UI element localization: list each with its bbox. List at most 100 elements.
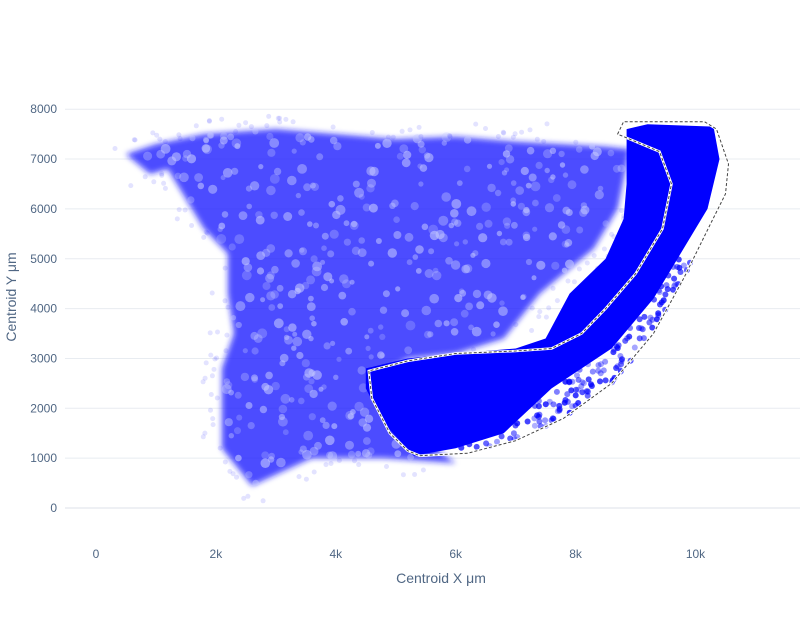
scatter-point	[393, 216, 400, 223]
selected-point	[531, 415, 538, 422]
scatter-point	[362, 203, 371, 212]
scatter-point	[527, 127, 533, 133]
scatter-point	[227, 133, 235, 141]
selected-point	[600, 367, 607, 374]
scatter-point	[304, 133, 312, 141]
scatter-point	[234, 427, 241, 435]
scatter-point	[343, 220, 350, 227]
y-axis-ticks: 0 1000 2000 3000 4000 5000 6000 7000 8000	[30, 102, 57, 515]
scatter-point	[438, 215, 449, 226]
scatter-point	[369, 166, 379, 177]
scatter-point	[112, 146, 118, 151]
scatter-point	[321, 232, 329, 240]
selected-point	[671, 275, 678, 282]
selected-point	[585, 361, 591, 368]
scatter-point	[266, 291, 276, 301]
scatter-point	[215, 329, 220, 335]
scatter-point	[396, 152, 404, 160]
scatter-point	[251, 374, 258, 382]
scatter-point	[421, 223, 429, 231]
scatter-point	[575, 146, 583, 153]
scatter-point	[597, 185, 604, 192]
scatter-point	[612, 164, 621, 173]
scatter-point	[407, 453, 414, 461]
scatter-point	[287, 290, 297, 299]
selected-point	[574, 386, 581, 393]
selected-point	[618, 361, 624, 368]
scatter-point	[441, 132, 452, 143]
scatter-point	[520, 294, 526, 300]
scatter-point	[445, 257, 453, 265]
scatter-point	[206, 132, 214, 139]
scatter-point	[365, 345, 371, 351]
selected-point	[636, 316, 643, 323]
scatter-point	[243, 263, 253, 272]
selected-point	[613, 365, 620, 371]
scatter-point	[447, 133, 453, 139]
scatter-point	[287, 175, 297, 186]
scatter-point	[342, 279, 351, 289]
scatter-point	[441, 192, 452, 202]
scatter-point	[206, 118, 212, 124]
scatter-point	[501, 130, 507, 136]
selected-point	[562, 378, 569, 385]
scatter-point	[349, 279, 355, 285]
scatter-point	[319, 417, 326, 424]
scatter-point	[262, 282, 271, 290]
scatter-point	[361, 449, 371, 458]
scatter-point	[561, 240, 569, 248]
scatter-point	[500, 129, 506, 135]
selected-point	[627, 325, 634, 331]
scatter-point	[255, 215, 265, 225]
plot-area[interactable]	[112, 113, 730, 504]
selected-point	[531, 422, 538, 429]
scatter-point	[222, 168, 233, 178]
scatter-point	[338, 291, 347, 300]
scatter-point	[283, 334, 290, 341]
selected-point	[573, 386, 580, 393]
scatter-point	[526, 146, 535, 155]
scatter-point	[224, 418, 233, 427]
scatter-point	[369, 130, 375, 135]
scatter-point	[602, 220, 609, 227]
scatter-point	[368, 260, 375, 267]
scatter-point	[357, 248, 367, 257]
scatter-point	[494, 189, 502, 197]
scatter-point	[340, 318, 349, 326]
scatter-point	[441, 140, 447, 146]
scatter-point	[208, 352, 214, 358]
scatter-point	[517, 202, 526, 210]
selected-point	[589, 368, 596, 375]
selected-point	[641, 313, 648, 320]
selected-point	[658, 283, 665, 290]
scatter-point	[528, 173, 537, 182]
scatter-point	[481, 202, 491, 212]
scatter-point	[321, 245, 327, 251]
scatter-point	[308, 378, 315, 385]
scatter-point	[291, 345, 297, 351]
scatter-point	[535, 161, 543, 169]
scatter-point	[487, 293, 497, 303]
scatter-point	[255, 211, 263, 219]
scatter-point	[461, 264, 471, 274]
scatter-point	[501, 170, 508, 176]
scatter-point	[295, 133, 305, 143]
scatter-point	[591, 253, 597, 259]
scatter-point	[223, 378, 231, 385]
scatter-point	[336, 457, 342, 463]
scatter-point	[200, 434, 206, 440]
scatter-point	[355, 450, 362, 457]
scatter-point	[382, 138, 392, 148]
scatter-point	[471, 326, 482, 337]
scatter-point	[225, 304, 231, 310]
scatter-point	[251, 347, 259, 355]
scatter-point	[580, 205, 590, 215]
lasso-selection[interactable]	[367, 120, 730, 457]
tissue-region	[126, 129, 630, 486]
scatter-point	[366, 184, 375, 193]
scatter-point	[224, 332, 230, 338]
y-tick-label: 4000	[30, 302, 57, 316]
scatter-point	[523, 206, 530, 214]
selected-point	[576, 366, 583, 373]
scatter-point	[564, 242, 570, 248]
